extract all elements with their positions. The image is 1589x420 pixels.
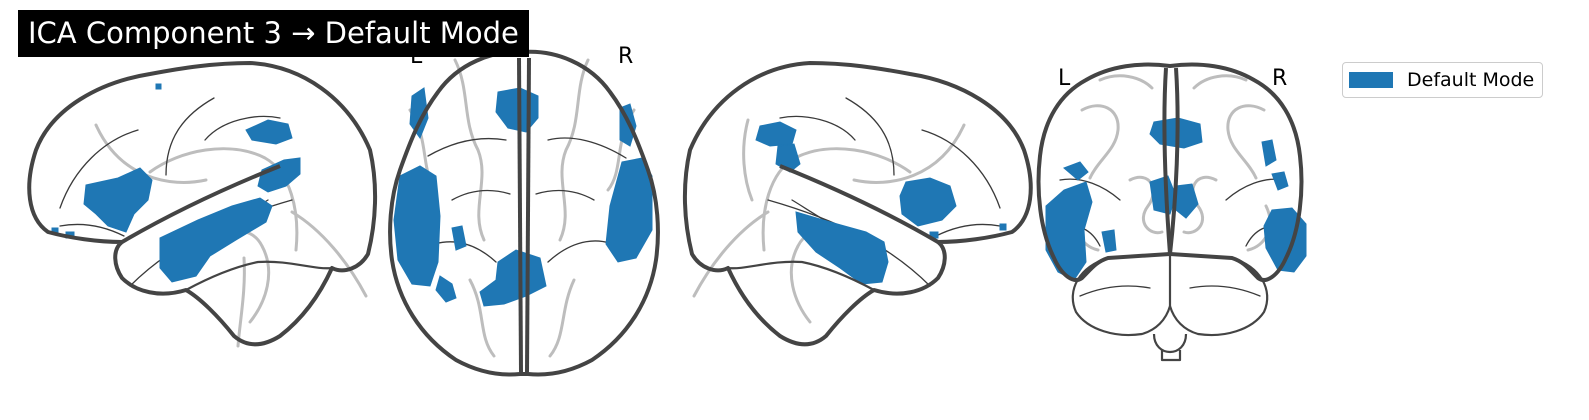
axial-view [388, 49, 660, 377]
network-blob [795, 211, 889, 285]
network-blob [245, 119, 293, 145]
network-blob [409, 87, 429, 140]
coronal-view [1036, 62, 1307, 362]
figure-title: ICA Component 3 → Default Mode [18, 10, 529, 57]
network-blob [495, 87, 539, 133]
network-blob [435, 275, 457, 303]
network-blob [155, 83, 162, 90]
legend-swatch [1349, 72, 1393, 88]
network-blob [1101, 229, 1117, 253]
legend-label: Default Mode [1407, 69, 1535, 91]
sagittal-left-view [27, 61, 378, 348]
network-blob [159, 197, 273, 283]
sagittal-right-view [682, 61, 1033, 347]
network-blob [1271, 171, 1289, 191]
coronal-right-label: R [1272, 66, 1288, 91]
network-blob [1149, 175, 1177, 215]
activation-blobs [51, 83, 301, 283]
network-blob [1045, 181, 1093, 281]
legend: Default Mode [1342, 62, 1544, 98]
network-blob [451, 225, 467, 251]
coronal-left-label: L [1058, 66, 1071, 91]
network-blob [755, 121, 797, 147]
axial-left-label: L [410, 44, 423, 69]
network-blob [393, 165, 441, 287]
activation-blobs [393, 87, 653, 307]
axial-right-label: R [618, 44, 634, 69]
network-blob [479, 249, 547, 307]
network-blob [1261, 139, 1277, 167]
network-blob [899, 177, 957, 227]
network-blob [1175, 183, 1199, 219]
network-blob [605, 157, 653, 263]
network-blob [83, 167, 153, 233]
network-blob [257, 157, 301, 193]
network-blob [999, 223, 1007, 231]
network-blob [1063, 161, 1089, 181]
